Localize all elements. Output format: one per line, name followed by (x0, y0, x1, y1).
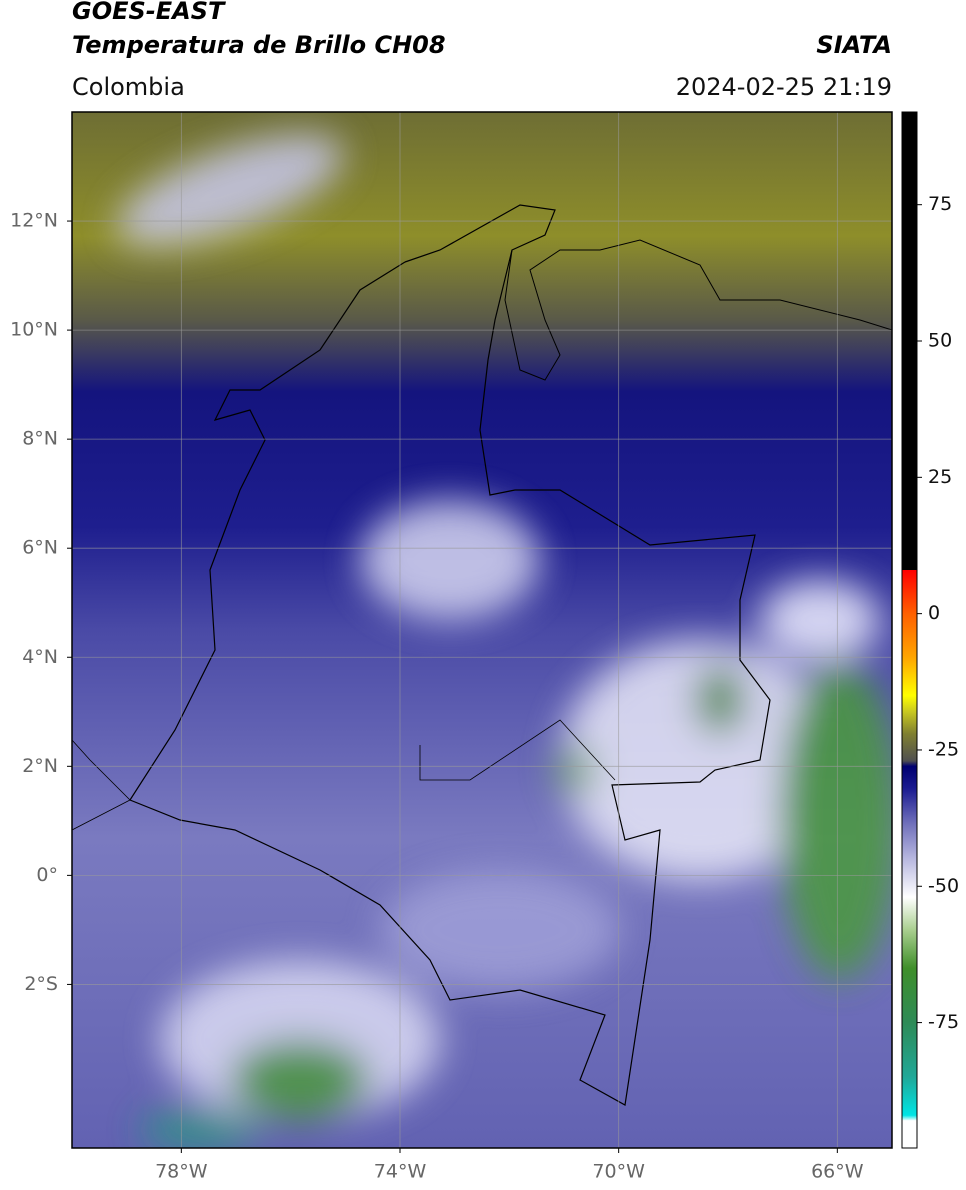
coastline (504, 239, 892, 381)
subtitle: Temperatura de Brillo CH08 (72, 31, 446, 59)
colorbar-tick-label: -25 (928, 738, 959, 760)
country-border (129, 204, 771, 1106)
colorbar-tick-label: -75 (928, 1011, 959, 1033)
x-tick-label: 78°W (155, 1161, 208, 1183)
x-tick-label: 74°W (374, 1161, 427, 1183)
coastline (72, 739, 131, 831)
region-border (419, 719, 616, 781)
y-tick-label: 12°N (10, 210, 58, 232)
y-tick-label: 8°N (22, 428, 58, 450)
y-tick-label: 10°N (10, 319, 58, 341)
datetime: 2024-02-25 21:19 (676, 73, 892, 101)
y-tick-label: 2°S (24, 973, 58, 995)
x-tick-label: 70°W (592, 1161, 645, 1183)
source: SIATA (816, 31, 892, 59)
x-tick-label: 66°W (811, 1161, 864, 1183)
satellite-image (72, 112, 892, 1148)
y-tick-label: 2°N (22, 755, 58, 777)
region: Colombia (72, 73, 185, 101)
y-tick-label: 4°N (22, 646, 58, 668)
y-tick-label: 6°N (22, 537, 58, 559)
title: GOES-EAST (72, 0, 226, 25)
colorbar-tick-label: 25 (928, 466, 952, 488)
y-tick-label: 0° (36, 864, 58, 886)
colorbar-tick-label: 50 (928, 330, 952, 352)
colorbar-tick-label: 75 (928, 193, 952, 215)
colorbar (901, 111, 918, 1149)
colorbar-tick-label: -50 (928, 875, 959, 897)
colorbar-tick-label: 0 (928, 602, 940, 624)
map-frame (71, 111, 893, 1149)
